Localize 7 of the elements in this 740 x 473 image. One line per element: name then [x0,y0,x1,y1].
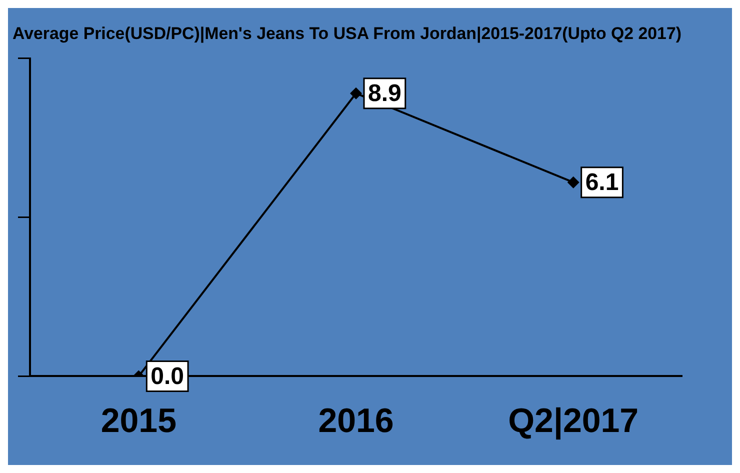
x-tick-label: Q2|2017 [508,402,639,440]
data-label: 0.0 [150,362,184,390]
x-tick-label: 2015 [100,402,176,440]
data-label: 8.9 [368,80,402,107]
chart-title: Average Price(USD/PC)|Men's Jeans To USA From Jordan|2015-2017(Upto Q2 2017) [12,24,682,43]
x-tick-label: 2016 [318,402,394,440]
data-label: 6.1 [585,168,619,196]
